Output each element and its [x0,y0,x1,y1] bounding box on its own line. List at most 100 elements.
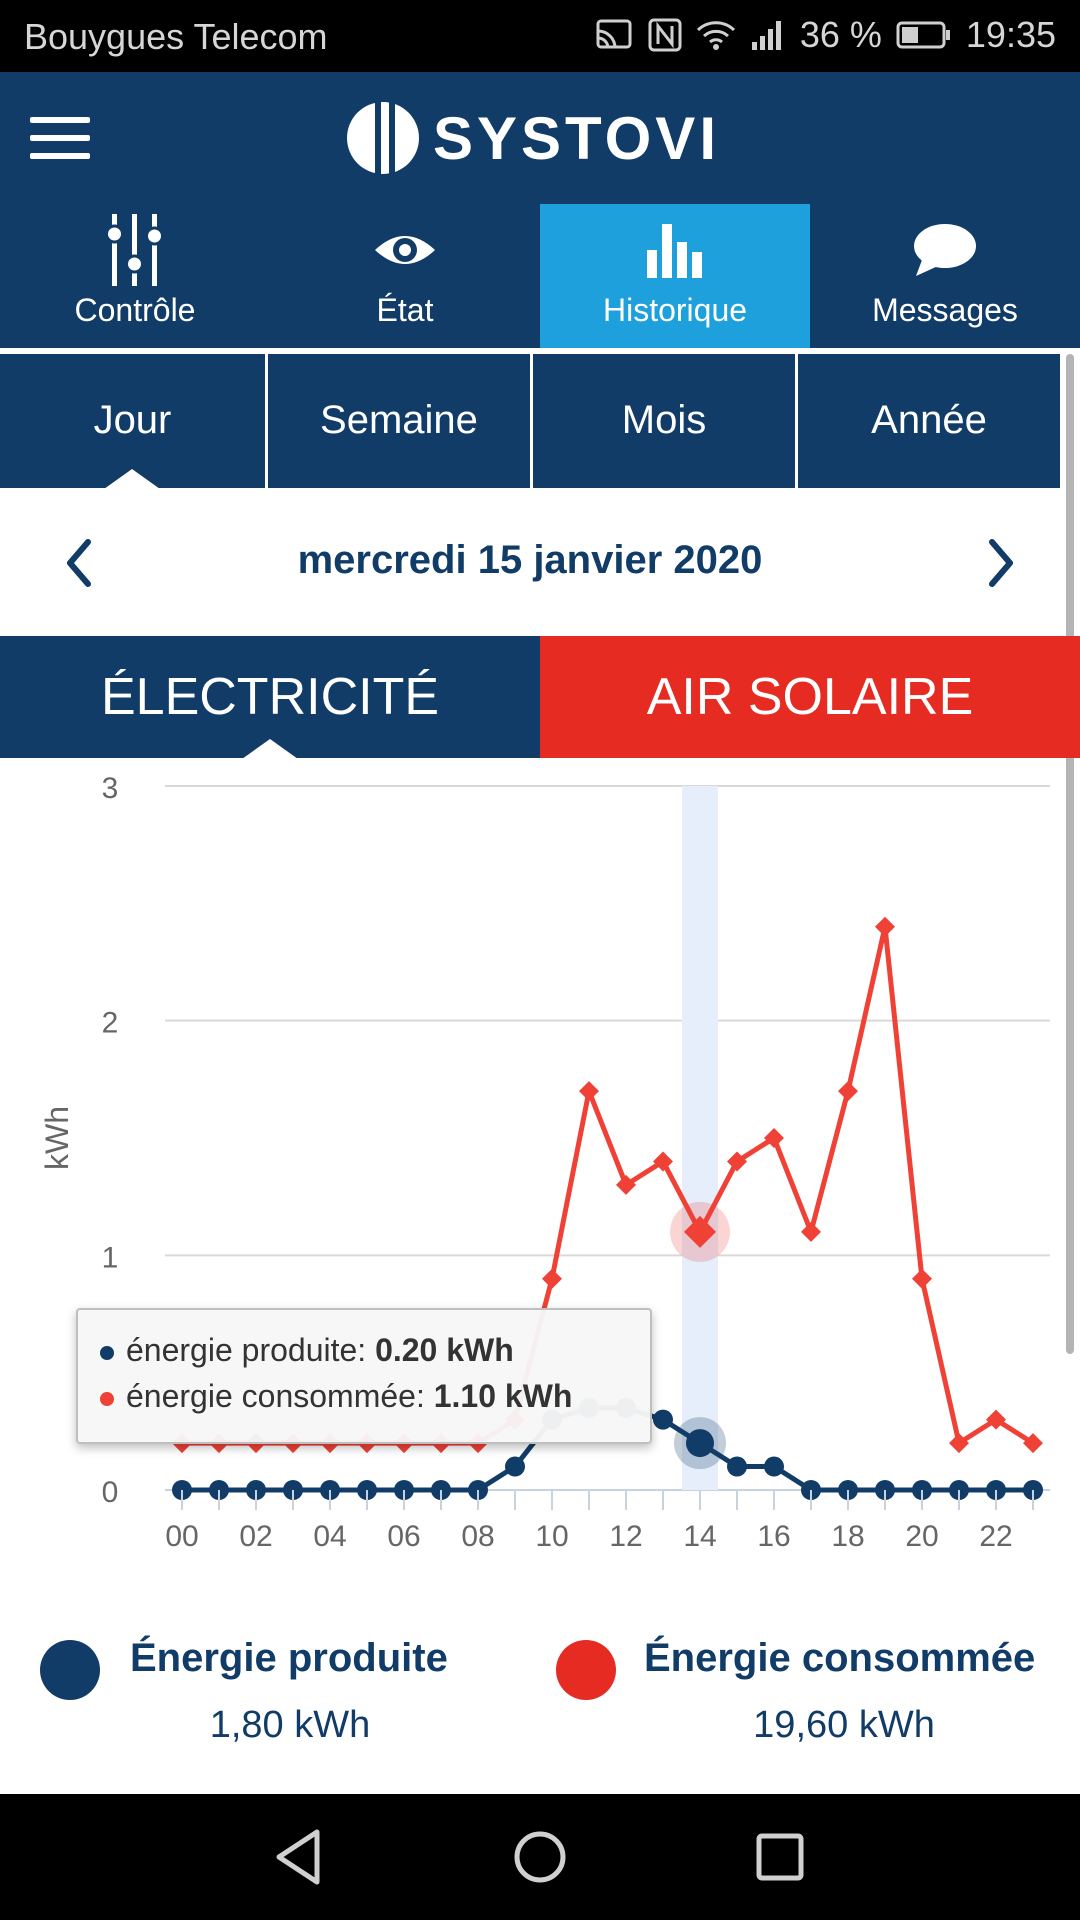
tab-label: Contrôle [74,292,196,328]
legend-produced-value: 1,80 kWh [209,1704,371,1746]
x-tick-label: 10 [535,1520,568,1553]
y-tick-label: 2 [102,1007,119,1040]
produced-dot-icon [100,1345,114,1360]
legend-produced-name: Énergie produite [130,1636,448,1680]
type-label: ÉLECTRICITÉ [100,668,440,726]
tab-air-solaire[interactable]: AIR SOLAIRE [540,636,1080,758]
chevron-left-icon[interactable] [50,528,110,598]
back-triangle-icon[interactable] [265,1822,335,1892]
y-axis-label: kWh [39,1106,75,1170]
bar-chart-icon [647,224,702,278]
data-point [986,1409,1006,1430]
data-point [616,1174,636,1195]
tooltip-consumed-label: énergie consommée: [126,1378,434,1414]
data-point [764,1128,784,1148]
period-label: Mois [621,398,707,442]
status-icons: 36 % 19:35 [594,14,1056,56]
data-point [579,1081,599,1102]
x-tick-label: 06 [387,1520,420,1553]
date-navigator: mercredi 15 janvier 2020 [0,488,1060,636]
divider [0,348,1080,354]
tab-electricite[interactable]: ÉLECTRICITÉ [0,636,540,759]
period-tab-mois[interactable]: Mois [529,354,795,488]
x-tick-label: 16 [757,1520,790,1553]
tab-historique[interactable]: Historique [540,204,810,348]
tab-label: Historique [602,292,748,328]
data-point [1023,1433,1043,1454]
x-tick-label: 14 [683,1520,716,1553]
data-point [686,1429,714,1458]
active-indicator [242,739,298,759]
legend-consumed-name: Énergie consommée [644,1636,1036,1680]
period-tab-semaine[interactable]: Semaine [264,354,530,488]
data-point [727,1456,747,1477]
tab-label: Messages [872,292,1018,328]
tooltip-produced-value: 0.20 kWh [375,1332,514,1368]
current-date: mercredi 15 janvier 2020 [297,538,763,582]
data-point [801,1221,821,1242]
logo-mark-icon [347,102,419,174]
data-point [542,1268,562,1289]
data-point [653,1151,673,1172]
y-tick-label: 1 [102,1241,119,1274]
data-point [764,1456,784,1477]
consumed-dot-icon [100,1391,114,1406]
battery-percent: 36 % [799,14,882,55]
energy-type-tabs: ÉLECTRICITÉ AIR SOLAIRE [0,636,1080,759]
x-tick-label: 02 [239,1520,272,1553]
data-point [949,1433,969,1454]
legend-consumed: Énergie consommée 19,60 kWh [540,1620,1080,1770]
active-indicator [104,469,161,489]
main-tabs: Contrôle État Historique [0,204,1080,348]
data-point [505,1456,525,1477]
tooltip-consumed-value: 1.10 kWh [433,1378,573,1414]
tab-etat[interactable]: État [270,204,540,348]
wifi-icon [696,21,735,50]
tooltip-produced-line: énergie produite: 0.20 kWh [100,1332,628,1378]
clock: 19:35 [965,14,1056,55]
recents-square-icon[interactable] [745,1822,815,1892]
consumed-circle-icon [556,1640,616,1700]
data-point [875,916,895,937]
sliders-icon [105,214,164,286]
logo-text: SYSTOVI [433,104,720,172]
x-tick-label: 18 [831,1520,864,1553]
chat-bubble-icon [914,224,976,276]
status-bar: Bouygues Telecom 36 % 19:35 [0,0,1080,72]
battery-icon [896,21,950,49]
data-point [727,1151,747,1172]
data-point [838,1081,858,1102]
tooltip-produced-label: énergie produite: [126,1332,376,1368]
tab-controle[interactable]: Contrôle [0,204,270,348]
period-tab-jour[interactable]: Jour [0,354,265,489]
cast-icon [596,19,632,49]
home-circle-icon[interactable] [505,1822,575,1892]
type-label: AIR SOLAIRE [646,668,974,726]
scrollbar[interactable] [1066,354,1074,1354]
period-label: Semaine [320,398,478,442]
x-tick-label: 08 [461,1520,494,1553]
highlight-layer [682,786,718,1490]
x-tick-label: 12 [609,1520,642,1553]
tooltip-consumed-line: énergie consommée: 1.10 kWh [100,1378,628,1424]
y-tick-label: 0 [102,1476,119,1509]
period-tab-annee[interactable]: Année [794,354,1060,488]
data-point [912,1268,932,1289]
legend-produced: Énergie produite 1,80 kWh [0,1620,540,1770]
period-tabs: Jour Semaine Mois Année [0,354,1060,489]
hamburger-menu-icon[interactable] [30,117,90,159]
chevron-right-icon[interactable] [970,528,1030,598]
data-point [684,1215,716,1248]
y-tick-label: 3 [102,772,119,805]
period-label: Jour [93,398,172,442]
x-tick-label: 00 [165,1520,198,1553]
eye-icon [375,236,435,264]
system-nav-bar [0,1794,1080,1920]
tab-messages[interactable]: Messages [810,204,1080,348]
x-tick-label: 22 [979,1520,1012,1553]
hover-band [682,786,718,1490]
systovi-logo: SYSTOVI [345,98,720,178]
carrier-name: Bouygues Telecom [24,16,328,57]
